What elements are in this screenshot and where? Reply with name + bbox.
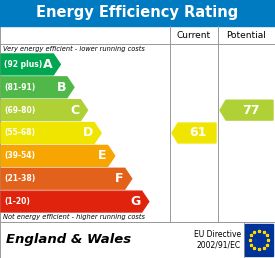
Text: C: C <box>70 104 79 117</box>
Text: 61: 61 <box>189 126 207 140</box>
Polygon shape <box>1 191 149 212</box>
Polygon shape <box>220 100 273 120</box>
Polygon shape <box>1 146 115 166</box>
Polygon shape <box>1 54 60 75</box>
Text: Energy Efficiency Rating: Energy Efficiency Rating <box>36 5 239 20</box>
Text: EU Directive
2002/91/EC: EU Directive 2002/91/EC <box>194 230 241 250</box>
Text: A: A <box>43 58 52 71</box>
Bar <box>245 224 273 256</box>
Text: G: G <box>131 195 141 208</box>
Polygon shape <box>1 77 74 98</box>
Text: (92 plus): (92 plus) <box>4 60 42 69</box>
Text: Not energy efficient - higher running costs: Not energy efficient - higher running co… <box>3 214 145 220</box>
Text: Current: Current <box>177 30 211 39</box>
Polygon shape <box>1 100 87 120</box>
Bar <box>0 222 275 258</box>
Polygon shape <box>1 168 132 189</box>
Text: (55-68): (55-68) <box>4 128 35 138</box>
Bar <box>0 0 275 26</box>
Text: (39-54): (39-54) <box>4 151 35 160</box>
Text: F: F <box>115 172 124 185</box>
Text: B: B <box>56 81 66 94</box>
Polygon shape <box>172 123 216 143</box>
Bar <box>0 26 275 222</box>
Text: (1-20): (1-20) <box>4 197 30 206</box>
Text: (21-38): (21-38) <box>4 174 35 183</box>
Text: 77: 77 <box>242 104 259 117</box>
Text: Very energy efficient - lower running costs: Very energy efficient - lower running co… <box>3 46 145 52</box>
Text: D: D <box>83 126 93 140</box>
Text: (69-80): (69-80) <box>4 106 35 115</box>
Text: (81-91): (81-91) <box>4 83 35 92</box>
Polygon shape <box>1 123 101 143</box>
Text: Potential: Potential <box>227 30 266 39</box>
Text: England & Wales: England & Wales <box>6 233 131 246</box>
Text: E: E <box>98 149 107 162</box>
